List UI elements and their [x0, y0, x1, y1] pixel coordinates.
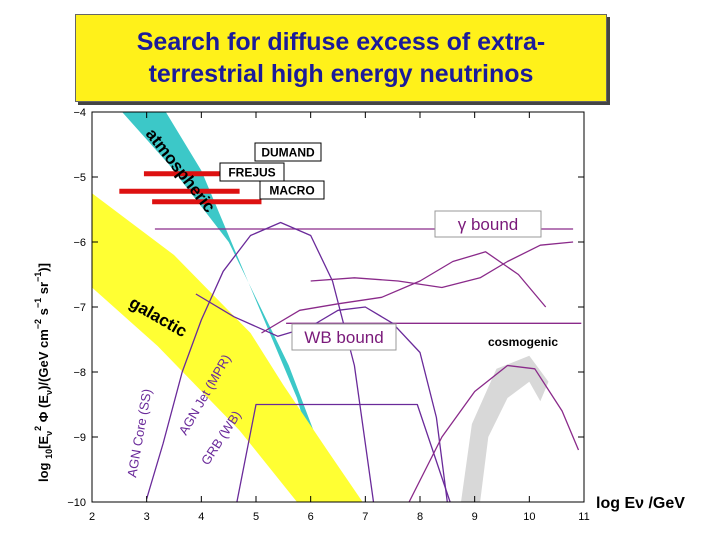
x-tick-label: 2	[89, 511, 95, 523]
series-topdown-3	[408, 364, 580, 502]
y-axis-label: log 10[Eν2 Φ (Eν)/(GeV cm−2 s−1 sr−1)]	[33, 263, 54, 482]
chart-title-line-2: terrestrial high energy neutrinos	[148, 60, 534, 88]
ticks-layer: 2 3 4 5 6 7 8 9 10 11 −4 −5 −6 −7 −8 −9 −10	[67, 107, 589, 523]
label-macro: MACRO	[269, 183, 314, 197]
label-agn-core: AGN Core (SS)	[124, 388, 154, 479]
x-tick-label: 9	[472, 511, 478, 523]
x-tick-label: 6	[308, 511, 314, 523]
x-tick-label: 8	[417, 511, 423, 523]
chart-title-box: Search for diffuse excess of extra- terr…	[75, 14, 607, 102]
label-gamma-bound-box	[434, 210, 542, 238]
label-grb: GRB (WB)	[198, 408, 244, 468]
band-cosmogenic-band	[461, 355, 549, 502]
y-tick-label: −7	[73, 302, 86, 314]
series-topdown-2	[261, 251, 547, 334]
bands-layer	[92, 112, 549, 502]
label-dumand: DUMAND	[261, 145, 315, 159]
y-tick-label: −5	[73, 172, 86, 184]
label-gamma-bound: γ bound	[458, 215, 519, 234]
x-tick-label: 10	[523, 511, 535, 523]
y-tick-label: −6	[73, 237, 86, 249]
x-tick-label: 4	[198, 511, 204, 523]
label-frejus-box	[219, 162, 285, 182]
y-tick-label: −9	[73, 432, 86, 444]
series-agn-jet	[195, 293, 448, 502]
label-frejus: FREJUS	[228, 165, 275, 179]
label-macro-box	[259, 180, 325, 200]
label-cosmogenic: cosmogenic	[488, 335, 558, 349]
y-tick-label: −10	[67, 497, 86, 509]
label-dumand-box	[254, 142, 322, 162]
series-topdown-1	[310, 241, 574, 289]
chart-title-line-1: Search for diffuse excess of extra-	[136, 28, 546, 56]
series-agn-core	[146, 221, 375, 502]
y-tick-label: −4	[73, 107, 86, 119]
band-galactic	[92, 193, 363, 502]
label-wb-bound: WB bound	[304, 328, 383, 347]
x-axis-label: log Eν /GeV	[596, 495, 685, 512]
y-tick-label: −8	[73, 367, 86, 379]
x-tick-label: 7	[362, 511, 368, 523]
x-tick-label: 11	[578, 511, 589, 523]
x-tick-label: 5	[253, 511, 259, 523]
label-wb-bound-box	[291, 323, 397, 351]
x-tick-label: 3	[144, 511, 150, 523]
